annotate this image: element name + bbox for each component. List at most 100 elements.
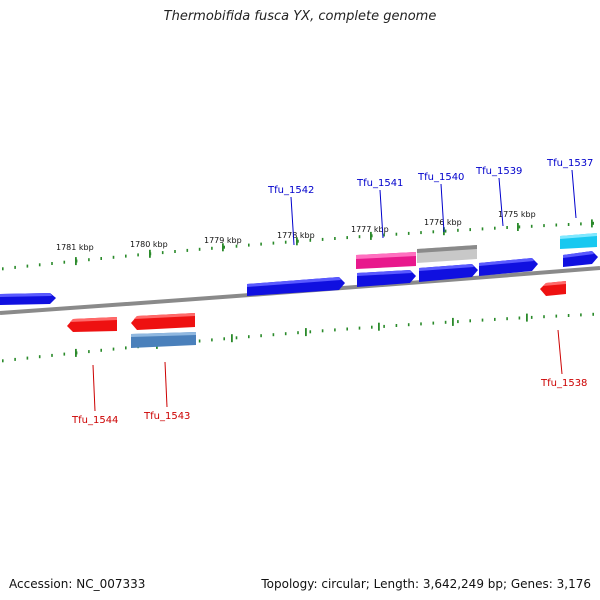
minor-tick [14,357,16,361]
major-tick [305,328,307,337]
minor-tick [272,241,275,245]
minor-tick [592,221,594,225]
minor-tick [420,322,422,326]
minor-tick [321,329,324,333]
major-tick [222,243,224,252]
minor-tick [260,334,262,338]
minor-tick [309,238,312,242]
minor-tick [543,315,545,319]
minor-tick [481,318,484,322]
grey-feature[interactable] [417,245,477,263]
minor-tick [530,315,533,319]
minor-tick [235,244,238,248]
minor-tick [371,325,373,329]
minor-tick [112,255,115,259]
forward-gene[interactable] [563,251,598,267]
gene-leader-line [557,329,563,375]
minor-tick [297,239,299,243]
minor-tick [88,350,90,354]
minor-tick [272,333,275,337]
reverse-gene[interactable] [131,313,195,330]
minor-tick [444,229,447,233]
minor-tick [248,243,250,247]
minor-tick [407,231,410,235]
gene-label[interactable]: Tfu_1544 [71,415,118,426]
minor-tick [284,240,287,244]
cyan-feature[interactable] [560,233,597,249]
minor-tick [198,339,201,343]
minor-tick [100,257,102,260]
magenta-feature[interactable] [356,252,416,269]
minor-tick [51,353,53,357]
major-tick [452,317,454,326]
forward-gene[interactable] [479,258,538,276]
minor-tick [2,267,4,271]
kbp-label: 1780 kbp [130,240,168,249]
minor-tick [494,317,496,321]
minor-tick [284,332,287,336]
minor-tick [494,226,496,230]
minor-tick [88,258,90,262]
gene-label[interactable]: Tfu_1541 [356,178,403,189]
gene-label[interactable]: Tfu_1537 [546,158,593,169]
gene-label[interactable]: Tfu_1543 [143,411,190,422]
forward-gene[interactable] [419,264,478,282]
minor-tick [334,328,336,332]
gene-leader-line [440,183,445,233]
minor-tick [63,352,66,356]
steelblue-feature[interactable] [131,332,196,348]
minor-tick [506,226,508,229]
minor-tick [567,223,570,226]
major-tick [517,223,519,231]
minor-tick [161,251,164,255]
reverse-gene[interactable] [67,317,117,332]
minor-tick [555,314,558,318]
minor-tick [174,250,176,253]
minor-tick [14,265,16,269]
major-tick [296,237,298,246]
minor-tick [137,253,139,257]
major-tick [526,313,528,322]
minor-tick [444,320,447,324]
forward-gene[interactable] [357,270,416,287]
kbp-label: 1777 kbp [351,225,389,234]
minor-tick [186,248,189,252]
gene-label[interactable]: Tfu_1539 [475,166,522,177]
gene-leader-line [498,177,504,227]
upper-tick-track [2,219,594,271]
minor-tick [38,355,41,359]
minor-tick [223,337,225,341]
forward-gene[interactable] [247,277,345,296]
minor-tick [407,323,410,327]
major-tick [231,334,233,343]
gene-leader-line [92,364,96,412]
gene-label[interactable]: Tfu_1542 [267,185,314,196]
major-tick [370,231,372,240]
minor-tick [432,321,435,325]
minor-tick [469,319,471,323]
minor-tick [469,228,471,232]
gene-leader-line [571,169,577,219]
genome-stats-text: Topology: circular; Length: 3,642,249 bp… [261,577,591,591]
minor-tick [26,356,29,360]
minor-tick [211,338,213,342]
minor-tick [346,327,348,331]
minor-tick [100,348,102,352]
minor-tick [125,346,127,350]
kbp-label: 1779 kbp [204,236,242,245]
forward-gene[interactable] [0,293,56,305]
minor-tick [543,224,545,228]
kbp-label: 1778 kbp [277,231,315,240]
major-tick [149,249,151,258]
minor-tick [112,347,115,351]
map-title: Thermobifida fusca YX, complete genome [163,9,437,24]
reverse-gene[interactable] [540,281,566,296]
minor-tick [580,222,582,226]
minor-tick [518,225,521,229]
minor-tick [457,228,459,232]
kbp-label: 1776 kbp [424,218,462,227]
gene-label[interactable]: Tfu_1540 [417,172,464,183]
gene-label[interactable]: Tfu_1538 [540,378,587,389]
minor-tick [260,242,262,246]
